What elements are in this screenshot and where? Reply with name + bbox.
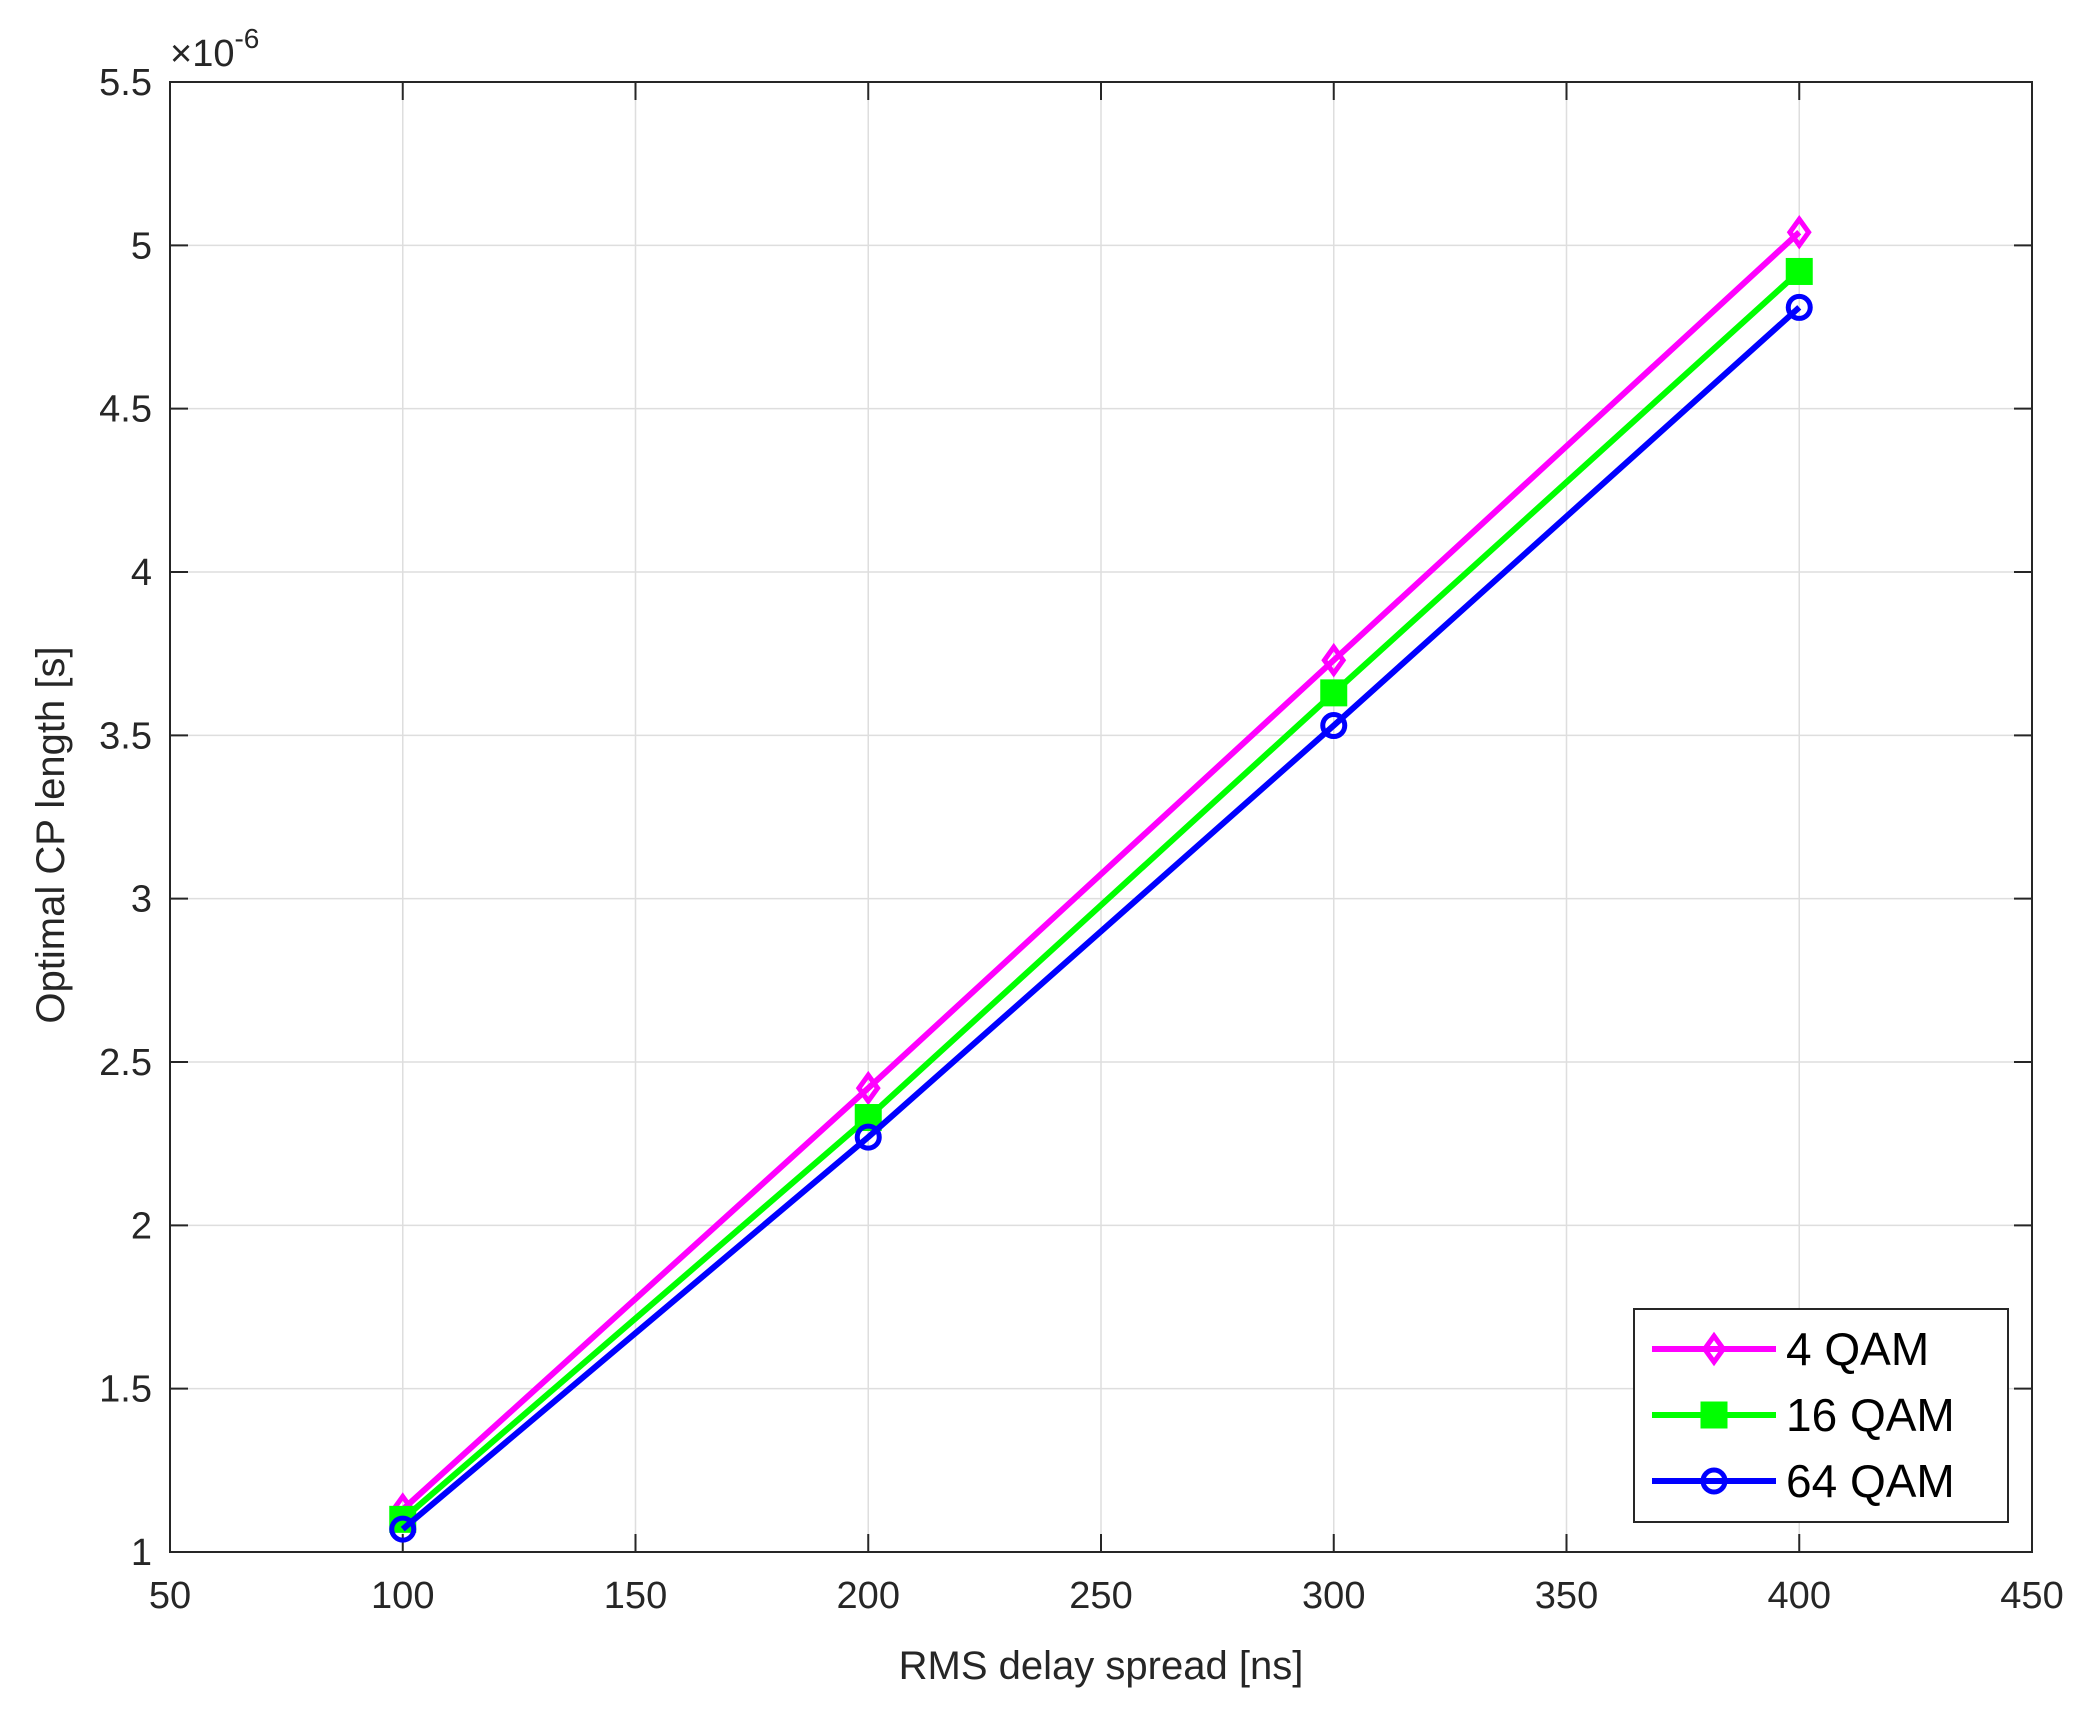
x-tick-label: 150 <box>604 1575 667 1617</box>
data-point <box>1320 679 1348 707</box>
data-point <box>1785 257 1813 285</box>
legend-entry: 16 QAM <box>1652 1389 1955 1441</box>
x-axis-label: RMS delay spread [ns] <box>899 1644 1304 1688</box>
grid-lines <box>169 81 2033 1553</box>
legend-entry: 4 QAM <box>1652 1323 1929 1375</box>
x-tick-label: 350 <box>1535 1575 1598 1617</box>
y-tick-label: 4.5 <box>99 389 152 431</box>
data-point <box>855 1070 881 1106</box>
x-tick-label: 200 <box>837 1575 900 1617</box>
x-tick-label: 300 <box>1302 1575 1365 1617</box>
y-tick-label: 1.5 <box>99 1369 152 1411</box>
legend: 4 QAM 16 QAM 64 QAM <box>1633 1308 2009 1523</box>
y-tick-label: 4 <box>131 552 152 594</box>
x-axis-ticks: 50 100 150 200 250 300 350 400 450 <box>149 82 2064 1617</box>
legend-marker <box>1701 1331 1727 1367</box>
x-tick-label: 250 <box>1069 1575 1132 1617</box>
data-point <box>1785 293 1813 321</box>
y-tick-label: 3.5 <box>99 715 152 757</box>
y-tick-label: 3 <box>131 879 152 921</box>
legend-marker <box>1700 1467 1728 1495</box>
data-point <box>854 1123 882 1151</box>
series-line <box>400 305 1802 1532</box>
legend-entry: 64 QAM <box>1652 1455 1955 1507</box>
series-4-qam <box>390 214 1812 1527</box>
y-axis-multiplier: ×10-6 <box>170 23 259 75</box>
data-point <box>1320 712 1348 740</box>
legend-label: 16 QAM <box>1786 1389 1955 1441</box>
legend-label: 4 QAM <box>1786 1323 1929 1375</box>
data-point <box>389 1515 417 1543</box>
series-64-qam <box>389 293 1813 1543</box>
x-tick-label: 100 <box>371 1575 434 1617</box>
series-16-qam <box>389 257 1813 1533</box>
x-tick-label: 400 <box>1768 1575 1831 1617</box>
series-layer <box>389 214 1813 1543</box>
data-point <box>1786 214 1812 250</box>
y-axis-ticks: 1 1.5 2 2.5 3 3.5 4 4.5 5 5.5 <box>99 62 2032 1574</box>
y-tick-label: 2 <box>131 1205 152 1247</box>
y-tick-label: 1 <box>131 1532 152 1574</box>
y-tick-label: 5.5 <box>99 62 152 104</box>
legend-marker <box>1700 1401 1728 1429</box>
series-line <box>400 269 1802 1522</box>
x-tick-label: 450 <box>2000 1575 2063 1617</box>
y-tick-label: 5 <box>131 225 152 267</box>
series-line <box>400 230 1802 1512</box>
legend-label: 64 QAM <box>1786 1455 1955 1507</box>
y-axis-label: Optimal CP length [s] <box>29 646 73 1023</box>
y-tick-label: 2.5 <box>99 1042 152 1084</box>
x-tick-label: 50 <box>149 1575 191 1617</box>
data-point <box>1321 642 1347 678</box>
